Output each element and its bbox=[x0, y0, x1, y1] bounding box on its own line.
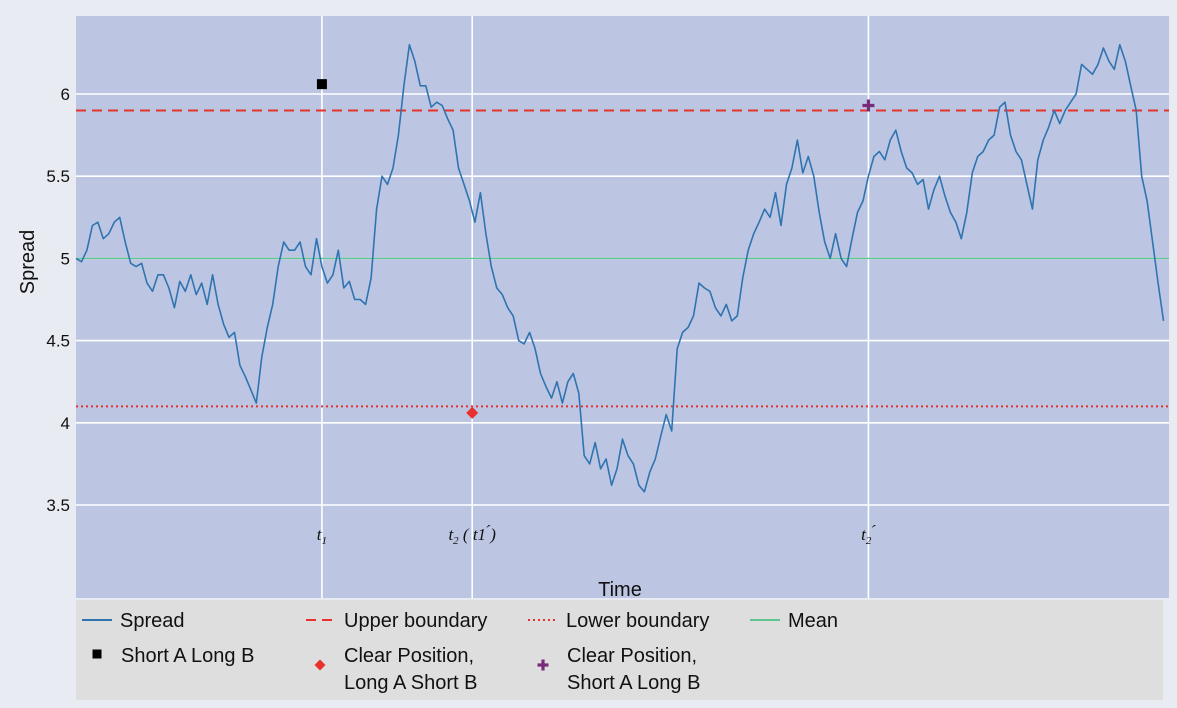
legend-label: Clear Position, bbox=[344, 645, 474, 667]
marker-square bbox=[316, 79, 327, 90]
y-tick-label: 3.5 bbox=[46, 496, 70, 515]
y-tick-label: 5 bbox=[61, 249, 70, 268]
legend-label: Short A Long B bbox=[121, 645, 254, 667]
y-tick-label: 4 bbox=[61, 414, 70, 433]
x-tick-label: t2 ( t1 ́) bbox=[448, 524, 496, 547]
plot-panel bbox=[76, 16, 1169, 598]
y-tick-label: 4.5 bbox=[46, 332, 70, 351]
legend-label: Lower boundary bbox=[566, 610, 709, 632]
legend-label: Short A Long B bbox=[567, 672, 700, 694]
legend-marker-square bbox=[92, 649, 102, 659]
x-tick-label: t1 bbox=[317, 525, 327, 547]
y-axis-title: Spread bbox=[17, 230, 39, 295]
marker-plus bbox=[862, 99, 875, 112]
legend: Spread Upper boundary Lower boundary Mean Sh… bbox=[76, 600, 1163, 700]
legend-marker-diamond bbox=[314, 659, 326, 671]
legend-label: Upper boundary bbox=[344, 610, 487, 632]
y-tick-label: 6 bbox=[61, 85, 70, 104]
line-spread bbox=[75, 43, 1165, 493]
y-tick-label: 5.5 bbox=[46, 167, 70, 186]
legend-label: Clear Position, bbox=[567, 645, 697, 667]
legend-label: Long A Short B bbox=[344, 672, 477, 694]
legend-marker-plus bbox=[537, 659, 549, 671]
marker-diamond bbox=[466, 406, 479, 419]
legend-label: Spread bbox=[120, 610, 185, 632]
legend-label: Mean bbox=[788, 610, 838, 632]
legend-box bbox=[76, 600, 1163, 700]
x-tick-label: t2 ́ bbox=[861, 524, 876, 547]
x-axis-title: Time bbox=[598, 579, 642, 601]
